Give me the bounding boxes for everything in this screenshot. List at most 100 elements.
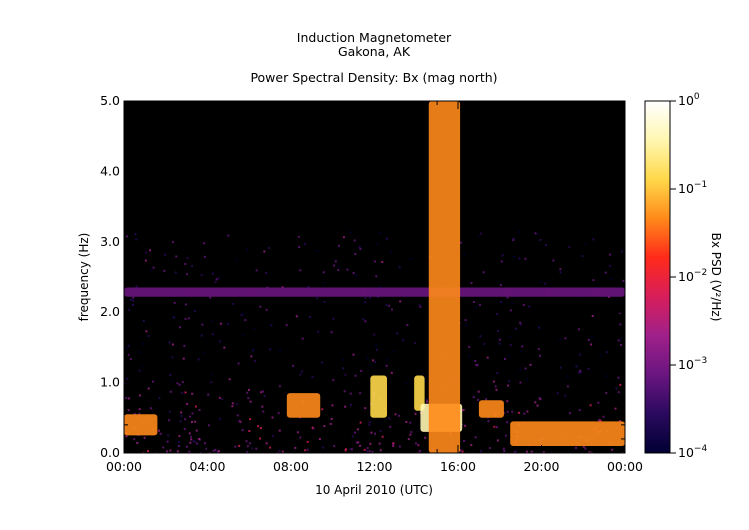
noise-cell — [498, 342, 501, 345]
noise-cell — [363, 448, 366, 451]
noise-cell — [248, 430, 251, 432]
noise-cell — [372, 359, 375, 362]
noise-cell — [197, 358, 200, 361]
noise-cell — [568, 246, 571, 249]
noise-cell — [133, 412, 136, 415]
noise-cell — [301, 370, 304, 373]
noise-cell — [211, 272, 214, 275]
noise-cell — [168, 341, 171, 344]
noise-cell — [131, 298, 134, 300]
noise-cell — [506, 410, 509, 413]
noise-cell — [620, 337, 623, 340]
noise-cell — [414, 342, 417, 345]
noise-cell — [407, 438, 410, 441]
noise-cell — [168, 410, 171, 413]
noise-cell — [342, 367, 345, 370]
noise-cell — [590, 343, 593, 346]
x-tick-label: 00:00 — [607, 459, 643, 474]
spectral-feature — [370, 375, 388, 418]
noise-cell — [588, 451, 591, 453]
noise-cell — [132, 299, 135, 302]
noise-cell — [278, 385, 281, 388]
noise-cell — [418, 304, 421, 307]
noise-cell — [249, 400, 252, 403]
noise-cell — [506, 400, 509, 403]
noise-cell — [514, 450, 517, 453]
noise-cell — [246, 451, 249, 453]
noise-cell — [523, 412, 526, 415]
noise-cell — [602, 415, 605, 418]
noise-cell — [470, 282, 473, 285]
noise-cell — [589, 404, 592, 407]
noise-cell — [351, 448, 353, 451]
noise-cell — [171, 316, 174, 318]
noise-cell — [354, 431, 356, 434]
noise-cell — [364, 320, 367, 323]
noise-cell — [619, 323, 622, 326]
noise-cell — [587, 368, 590, 370]
noise-cell — [511, 410, 514, 413]
noise-cell — [508, 355, 511, 358]
noise-cell — [581, 255, 584, 258]
noise-cell — [526, 450, 528, 453]
noise-cell — [500, 260, 503, 263]
noise-cell — [464, 424, 467, 427]
noise-cell — [135, 285, 138, 288]
noise-cell — [344, 449, 347, 452]
noise-cell — [184, 263, 187, 265]
noise-cell — [323, 425, 326, 428]
noise-cell — [359, 421, 362, 424]
noise-cell — [349, 392, 352, 395]
noise-cell — [152, 266, 155, 269]
noise-cell — [365, 356, 368, 359]
noise-cell — [579, 369, 582, 372]
noise-cell — [472, 301, 475, 303]
noise-cell — [506, 421, 509, 424]
spectral-feature — [286, 393, 321, 418]
noise-cell — [359, 247, 362, 250]
noise-cell — [342, 236, 345, 239]
noise-cell — [381, 261, 384, 263]
noise-cell — [373, 260, 376, 263]
noise-cell — [178, 441, 180, 444]
noise-cell — [519, 321, 522, 324]
noise-cell — [368, 423, 371, 426]
noise-cell — [263, 250, 266, 253]
noise-cell — [409, 258, 412, 260]
noise-cell — [127, 409, 130, 412]
noise-cell — [183, 427, 186, 430]
noise-cell — [354, 374, 357, 377]
noise-cell — [159, 432, 162, 435]
noise-cell — [503, 450, 506, 452]
noise-cell — [370, 431, 373, 434]
noise-cell — [277, 412, 280, 415]
noise-cell — [504, 434, 507, 437]
noise-cell — [371, 451, 374, 453]
noise-cell — [189, 435, 192, 438]
noise-cell — [344, 405, 347, 408]
noise-cell — [498, 338, 501, 341]
noise-cell — [299, 373, 302, 376]
colorbar-tick-label: 10−2 — [678, 268, 707, 284]
x-tick-label: 20:00 — [523, 459, 559, 474]
noise-cell — [620, 344, 622, 346]
noise-cell — [125, 235, 128, 238]
noise-cell — [209, 296, 212, 299]
noise-cell — [599, 354, 602, 357]
x-tick-label: 00:00 — [106, 459, 142, 474]
noise-cell — [125, 396, 128, 399]
noise-cell — [343, 390, 346, 393]
noise-cell — [142, 451, 145, 453]
noise-cell — [215, 278, 218, 281]
noise-cell — [526, 378, 528, 381]
noise-cell — [477, 235, 480, 238]
noise-cell — [497, 330, 499, 333]
noise-cell — [538, 326, 540, 329]
noise-cell — [517, 411, 520, 414]
noise-cell — [366, 447, 369, 449]
noise-cell — [330, 331, 333, 334]
noise-cell — [142, 319, 145, 322]
noise-cell — [496, 313, 499, 315]
colorbar-ticks: 100 10−1 10−2 10−3 10−4 — [670, 92, 707, 460]
noise-cell — [362, 318, 365, 321]
